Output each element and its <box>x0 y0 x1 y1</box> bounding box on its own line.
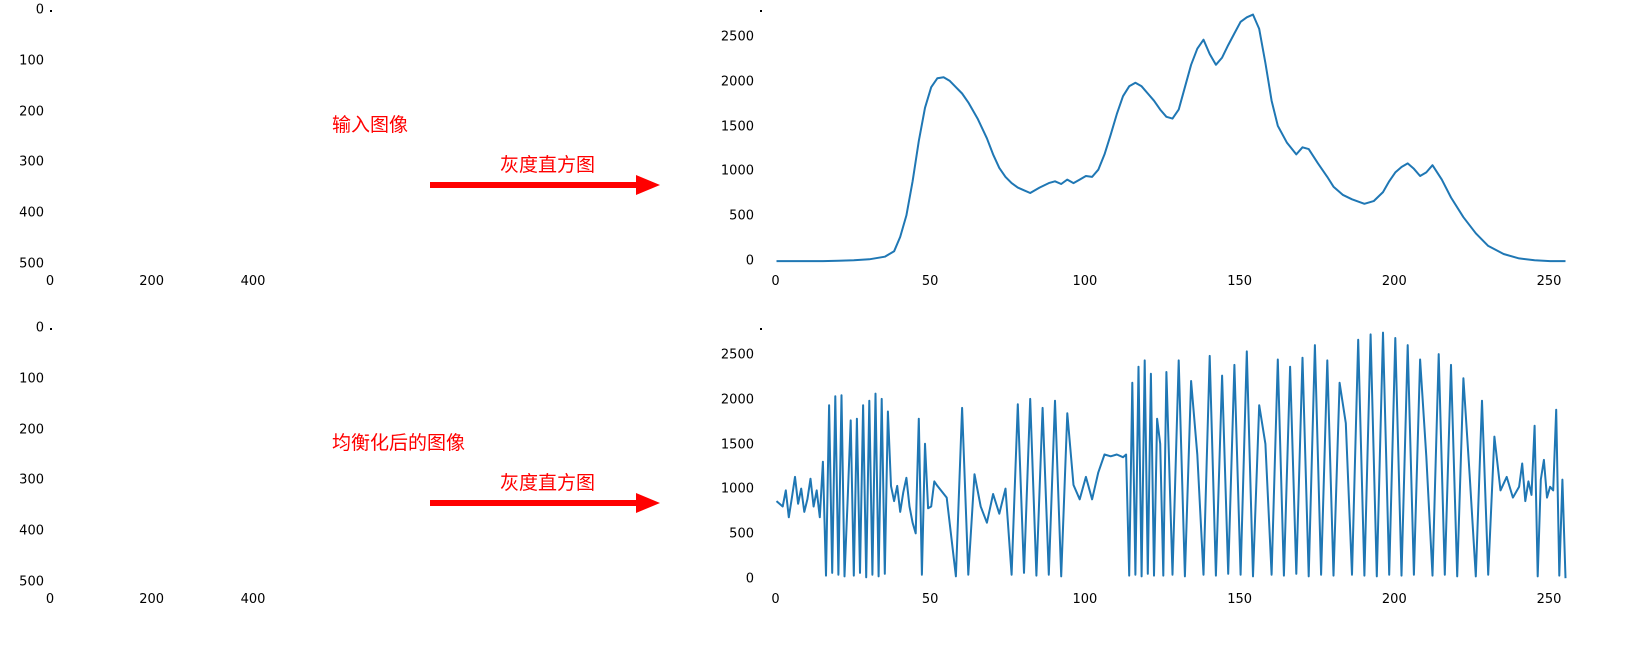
ytick: 400 <box>19 524 44 539</box>
xtick: 0 <box>771 274 779 289</box>
equalized-image <box>50 328 52 330</box>
ytick: 0 <box>746 572 754 587</box>
ytick: 500 <box>729 209 754 224</box>
ytick: 1500 <box>721 437 754 452</box>
xtick: 100 <box>1072 592 1097 607</box>
hist-top-line <box>761 11 1581 271</box>
ytick: 300 <box>19 155 44 170</box>
xtick: 0 <box>771 592 779 607</box>
ytick: 300 <box>19 473 44 488</box>
ytick: 1000 <box>721 164 754 179</box>
ytick: 1500 <box>721 119 754 134</box>
ytick: 500 <box>19 575 44 590</box>
input-image <box>50 10 52 12</box>
hist-label-bottom: 灰度直方图 <box>500 468 595 495</box>
ytick: 400 <box>19 206 44 221</box>
ytick: 500 <box>729 527 754 542</box>
xtick: 50 <box>922 274 939 289</box>
hist-bottom-line <box>761 329 1581 589</box>
xtick: 0 <box>46 592 54 607</box>
xtick: 250 <box>1537 274 1562 289</box>
ytick: 1000 <box>721 482 754 497</box>
ytick: 2500 <box>721 347 754 362</box>
ytick: 500 <box>19 257 44 272</box>
equalized-image-label: 均衡化后的图像 <box>332 428 465 455</box>
ytick: 200 <box>19 422 44 437</box>
hist-bottom-plot <box>760 328 762 330</box>
ytick: 100 <box>19 53 44 68</box>
xtick: 200 <box>1382 592 1407 607</box>
ytick: 0 <box>36 321 44 336</box>
hist-top-axes: 0 500 1000 1500 2000 2500 0 50 100 150 2… <box>760 10 1580 270</box>
ytick: 200 <box>19 104 44 119</box>
xtick: 200 <box>139 592 164 607</box>
xtick: 150 <box>1227 592 1252 607</box>
ytick: 2000 <box>721 392 754 407</box>
ytick: 2500 <box>721 29 754 44</box>
equalized-image-axes: 0 100 200 300 400 500 0 200 400 <box>50 328 310 588</box>
input-image-axes: 0 100 200 300 400 500 0 200 400 <box>50 10 310 270</box>
input-image-label: 输入图像 <box>332 110 408 137</box>
ytick: 2000 <box>721 74 754 89</box>
hist-top-plot <box>760 10 762 12</box>
hist-label-top: 灰度直方图 <box>500 150 595 177</box>
hist-bottom-axes: 0 500 1000 1500 2000 2500 0 50 100 150 2… <box>760 328 1580 588</box>
ytick: 100 <box>19 371 44 386</box>
ytick: 0 <box>36 3 44 18</box>
xtick: 400 <box>241 592 266 607</box>
ytick: 0 <box>746 254 754 269</box>
xtick: 150 <box>1227 274 1252 289</box>
xtick: 0 <box>46 274 54 289</box>
xtick: 400 <box>241 274 266 289</box>
xtick: 200 <box>1382 274 1407 289</box>
xtick: 100 <box>1072 274 1097 289</box>
xtick: 50 <box>922 592 939 607</box>
xtick: 200 <box>139 274 164 289</box>
xtick: 250 <box>1537 592 1562 607</box>
